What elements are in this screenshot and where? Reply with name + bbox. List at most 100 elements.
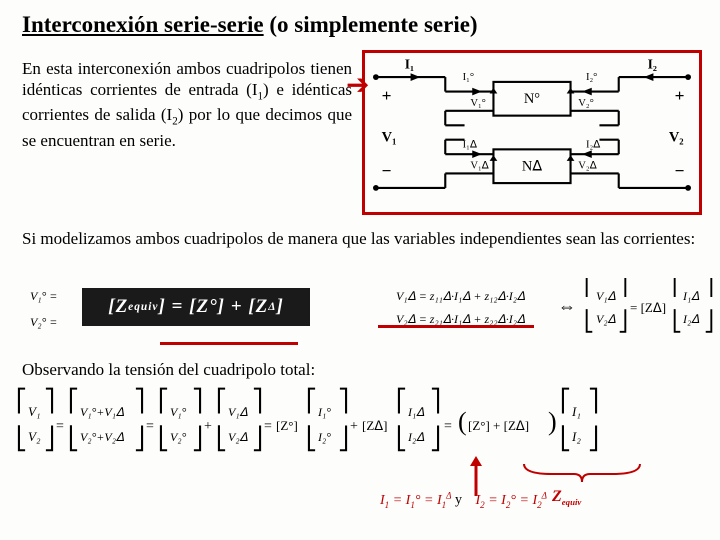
- svg-text:⎣: ⎣: [584, 309, 594, 333]
- svg-text:[Z°]: [Z°]: [276, 418, 298, 433]
- svg-text:⎦: ⎦: [252, 425, 263, 452]
- svg-text:⎦: ⎦: [704, 309, 714, 333]
- svg-text:I₂: I₂: [571, 429, 581, 444]
- svg-text:I₂ᐃ: I₂ᐃ: [682, 312, 700, 326]
- svg-text:=: =: [56, 419, 64, 434]
- svg-text:V₂°: V₂°: [170, 430, 187, 444]
- svg-text:⇔: ⇔: [558, 296, 576, 316]
- svg-text:⎣: ⎣: [672, 309, 682, 333]
- svg-text:V₁ᐃ: V₁ᐃ: [470, 161, 489, 172]
- svg-text:): ): [548, 407, 557, 436]
- svg-text:⎤: ⎤: [338, 387, 349, 414]
- svg-text:= [Zᐃ]: = [Zᐃ]: [630, 300, 666, 315]
- svg-text:⎡: ⎡: [560, 387, 571, 414]
- svg-text:V₂°: V₂°: [578, 98, 594, 109]
- svg-text:I₂ᐃ: I₂ᐃ: [407, 430, 425, 444]
- svg-text:I₂°: I₂°: [317, 430, 331, 444]
- svg-text:V₂ᐃ: V₂ᐃ: [228, 430, 249, 444]
- svg-text:(: (: [458, 407, 467, 436]
- svg-text:V₂ᐃ: V₂ᐃ: [596, 312, 617, 326]
- title-underlined: Interconexión serie-serie: [22, 12, 264, 37]
- svg-text:⎦: ⎦: [192, 425, 203, 452]
- paragraph-1: En esta interconexión ambos cuadripolos …: [22, 58, 352, 151]
- circuit-diagram: N° Nᐃ I₁ I₂ I₁° I₂° I₁ᐃ I₂ᐃ V₁° V₂° V₁ᐃ …: [362, 50, 702, 215]
- svg-text:V₂°+V₂ᐃ: V₂°+V₂ᐃ: [80, 430, 125, 444]
- svg-text:⎡: ⎡: [306, 387, 317, 414]
- svg-text:I₁: I₁: [571, 404, 581, 419]
- underline-1: [160, 342, 298, 345]
- underline-2: [378, 325, 534, 328]
- svg-text:⎣: ⎣: [560, 425, 571, 452]
- svg-text:V₂ᐃ: V₂ᐃ: [578, 161, 597, 172]
- svg-text:⎦: ⎦: [44, 425, 55, 452]
- svg-text:⎤: ⎤: [704, 278, 714, 298]
- svg-text:⎡: ⎡: [584, 278, 594, 298]
- svg-text:⎡: ⎡: [68, 387, 79, 414]
- svg-text:⎤: ⎤: [134, 387, 145, 414]
- svg-text:[Zᐃ]: [Zᐃ]: [362, 418, 388, 433]
- svg-text:−: −: [382, 161, 392, 180]
- svg-text:+: +: [675, 86, 685, 105]
- slide-title: Interconexión serie-serie (o simplemente…: [22, 12, 478, 38]
- svg-text:⎤: ⎤: [588, 387, 599, 414]
- svg-text:V₁° =: V₁° =: [30, 289, 57, 303]
- equation-row-2: ⎡ ⎣ V₁ V₂ ⎤ ⎦ = ⎡ ⎣ V₁°+V₁ᐃ V₂°+V₂ᐃ ⎤ ⎦ …: [14, 386, 714, 466]
- svg-text:Nᐃ: Nᐃ: [522, 159, 542, 175]
- svg-text:=: =: [264, 419, 272, 434]
- svg-text:⎦: ⎦: [134, 425, 145, 452]
- svg-text:⎡: ⎡: [216, 387, 227, 414]
- svg-text:⎦: ⎦: [618, 309, 628, 333]
- svg-text:I₁ᐃ: I₁ᐃ: [407, 405, 425, 419]
- svg-text:⎣: ⎣: [68, 425, 79, 452]
- svg-text:+: +: [204, 419, 212, 434]
- svg-text:I₂ᐃ: I₂ᐃ: [586, 139, 601, 150]
- svg-text:⎣: ⎣: [16, 425, 27, 452]
- svg-text:⎦: ⎦: [338, 425, 349, 452]
- svg-text:⎤: ⎤: [252, 387, 263, 414]
- svg-text:+: +: [350, 419, 358, 434]
- svg-text:I₂°: I₂°: [586, 72, 597, 83]
- svg-text:V₁°+V₁ᐃ: V₁°+V₁ᐃ: [80, 405, 125, 419]
- svg-text:V₁°: V₁°: [170, 405, 187, 419]
- footer-i2: I2 = I2° = I2Δ: [476, 493, 548, 508]
- svg-text:V₂: V₂: [28, 429, 41, 444]
- svg-text:I₂: I₂: [648, 56, 657, 71]
- svg-text:V₂ᐃ = z₂₁ᐃ·I₁ᐃ + z₂₂ᐃ·I₂ᐃ: V₂ᐃ = z₂₁ᐃ·I₁ᐃ + z₂₂ᐃ·I₂ᐃ: [396, 312, 526, 326]
- svg-text:[Z°] + [Zᐃ]: [Z°] + [Zᐃ]: [468, 418, 529, 433]
- svg-text:⎣: ⎣: [216, 425, 227, 452]
- svg-text:I₁: I₁: [405, 56, 414, 71]
- svg-text:⎣: ⎣: [306, 425, 317, 452]
- svg-text:=: =: [146, 419, 154, 434]
- brace-icon: [522, 460, 640, 484]
- svg-text:N°: N°: [524, 91, 540, 107]
- svg-text:⎤: ⎤: [618, 278, 628, 298]
- svg-text:I₁°: I₁°: [317, 405, 331, 419]
- svg-text:⎡: ⎡: [158, 387, 169, 414]
- svg-text:V₁ᐃ: V₁ᐃ: [596, 289, 617, 303]
- footer-equations: I1 = I1° = I1Δ y I2 = I2° = I2Δ: [380, 490, 670, 530]
- svg-text:I₁ᐃ: I₁ᐃ: [682, 289, 700, 303]
- svg-text:−: −: [675, 161, 685, 180]
- svg-text:⎤: ⎤: [430, 387, 441, 414]
- svg-text:⎡: ⎡: [672, 278, 682, 298]
- svg-text:⎣: ⎣: [396, 425, 407, 452]
- svg-text:V₁: V₁: [382, 130, 397, 146]
- svg-text:⎦: ⎦: [430, 425, 441, 452]
- svg-text:V₁ᐃ = z₁₁ᐃ·I₁ᐃ + z₁₂ᐃ·I₂ᐃ: V₁ᐃ = z₁₁ᐃ·I₁ᐃ + z₁₂ᐃ·I₂ᐃ: [396, 289, 526, 303]
- svg-text:V₁°: V₁°: [470, 98, 486, 109]
- svg-text:⎦: ⎦: [588, 425, 599, 452]
- svg-text:⎤: ⎤: [44, 387, 55, 414]
- svg-text:V₂: V₂: [669, 130, 684, 146]
- footer-i1: I1 = I1° = I1Δ: [380, 493, 452, 508]
- observation-text: Observando la tensión del cuadripolo tot…: [22, 360, 315, 380]
- svg-text:V₁: V₁: [28, 404, 40, 419]
- svg-text:=: =: [444, 419, 452, 434]
- paragraph-2: Si modelizamos ambos cuadripolos de mane…: [22, 228, 702, 249]
- svg-text:V₂° =: V₂° =: [30, 315, 57, 329]
- svg-text:⎣: ⎣: [158, 425, 169, 452]
- svg-text:⎡: ⎡: [396, 387, 407, 414]
- z-equiv-formula: [Zequiv] = [Z°] + [ZΔ]: [82, 288, 310, 326]
- footer-y: y: [455, 493, 466, 508]
- svg-text:+: +: [382, 86, 392, 105]
- title-rest: (o simplemente serie): [264, 12, 478, 37]
